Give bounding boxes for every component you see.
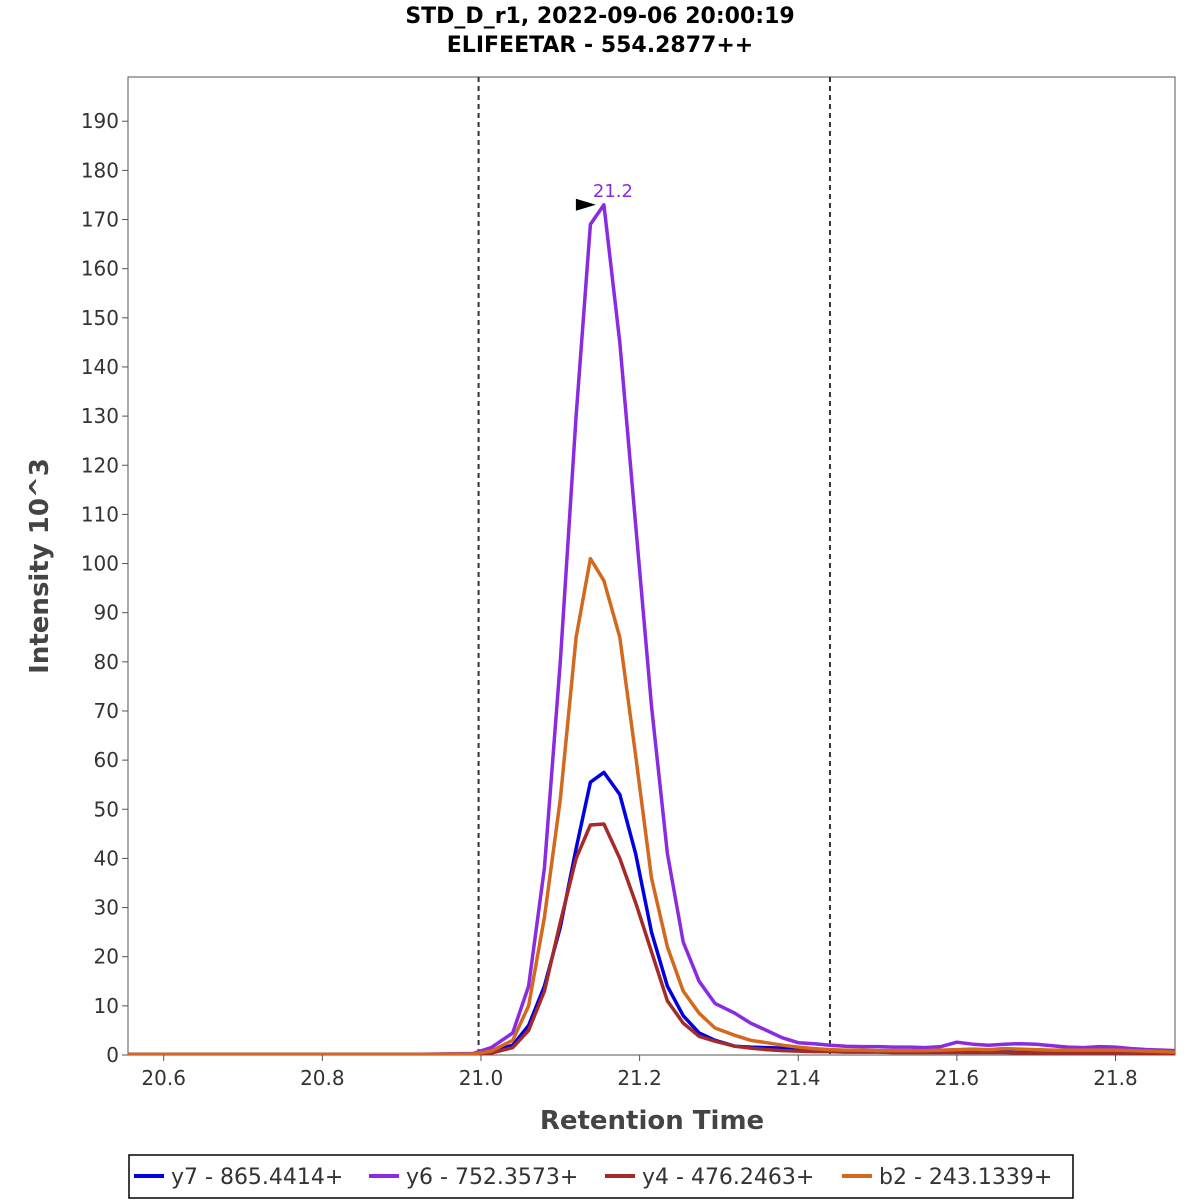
series-line-2 bbox=[128, 822, 1175, 1055]
y-tick-label: 140 bbox=[81, 355, 119, 379]
x-axis-label: Retention Time bbox=[540, 1106, 764, 1136]
y-tick-label: 70 bbox=[94, 699, 119, 723]
y-tick-label: 0 bbox=[106, 1043, 119, 1067]
series-line-1 bbox=[128, 203, 1175, 1055]
series-line-3 bbox=[128, 556, 1175, 1055]
chart-subtitle: ELIFEETAR - 554.2877++ bbox=[447, 33, 753, 58]
peak-label: 21.2 bbox=[593, 181, 633, 202]
x-tick-label: 20.6 bbox=[141, 1066, 186, 1090]
peak-annotation: 21.2 bbox=[575, 181, 633, 211]
y-tick-label: 130 bbox=[81, 404, 119, 428]
plot-area bbox=[127, 76, 1176, 1056]
y-axis-label: Intensity 10^3 bbox=[25, 458, 55, 674]
peak-arrow bbox=[575, 198, 596, 211]
x-tick-label: 21.4 bbox=[776, 1066, 821, 1090]
y-tick-label: 150 bbox=[81, 306, 119, 330]
legend-label-1: y6 - 752.3573+ bbox=[406, 1165, 578, 1190]
legend-label-0: y7 - 865.4414+ bbox=[171, 1165, 343, 1190]
x-tick-label: 21.2 bbox=[617, 1066, 662, 1090]
y-tick-label: 80 bbox=[94, 650, 119, 674]
series-lines bbox=[128, 203, 1175, 1055]
chart-title: STD_D_r1, 2022-09-06 20:00:19 bbox=[405, 4, 794, 29]
integration-boundaries bbox=[477, 77, 831, 1055]
legend: y7 - 865.4414+ y6 - 752.3573+ y4 - 476.246… bbox=[134, 1165, 1052, 1190]
y-tick-label: 90 bbox=[94, 601, 119, 625]
y-tick-label: 30 bbox=[94, 896, 119, 920]
x-tick-label: 21.0 bbox=[459, 1066, 504, 1090]
y-tick-label: 170 bbox=[81, 208, 119, 232]
y-tick-label: 60 bbox=[94, 748, 119, 772]
y-tick-label: 100 bbox=[81, 552, 119, 576]
y-tick-label: 160 bbox=[81, 257, 119, 281]
x-tick-label: 21.6 bbox=[935, 1066, 980, 1090]
y-axis: 0 10 20 30 40 50 60 70 80 90 100 110 120 130 140 150 160… bbox=[81, 109, 128, 1067]
y-tick-label: 180 bbox=[81, 158, 119, 182]
x-axis: 20.6 20.8 21.0 21.2 21.4 21.6 21.8 bbox=[141, 1055, 1138, 1090]
x-tick-label: 20.8 bbox=[300, 1066, 345, 1090]
legend-label-2: y4 - 476.2463+ bbox=[642, 1165, 814, 1190]
x-tick-label: 21.8 bbox=[1093, 1066, 1138, 1090]
y-tick-label: 40 bbox=[94, 846, 119, 870]
y-tick-label: 50 bbox=[94, 797, 119, 821]
y-tick-label: 110 bbox=[81, 502, 119, 526]
y-tick-label: 190 bbox=[81, 109, 119, 133]
y-tick-label: 120 bbox=[81, 453, 119, 477]
legend-box bbox=[128, 1154, 1074, 1199]
legend-label-3: b2 - 243.1339+ bbox=[879, 1165, 1052, 1190]
y-tick-label: 20 bbox=[94, 945, 119, 969]
y-tick-label: 10 bbox=[94, 994, 119, 1018]
